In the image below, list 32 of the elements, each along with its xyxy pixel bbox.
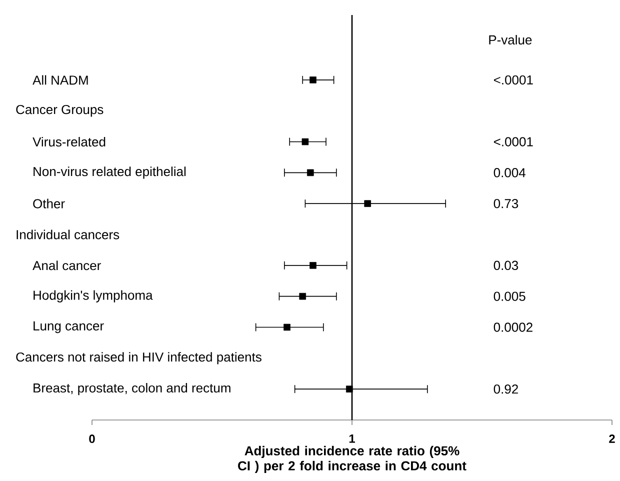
y-tick-label: Non-virus related epithelial: [34, 166, 186, 179]
annotation: 0.73: [494, 198, 518, 208]
y-tick-label: Other: [33, 198, 65, 208]
annotation: 0.005: [494, 292, 526, 301]
y-tick-label: Hodgkin's lymphoma: [34, 290, 153, 302]
point: [364, 200, 372, 207]
point: [302, 138, 309, 146]
y-tick-label: Lung cancer: [34, 321, 104, 334]
y-tick-label: Breast, prostate, colon and rectum: [34, 383, 230, 396]
y-tick-label: Virus-related: [32, 136, 106, 147]
annotation: <.0001: [494, 137, 533, 146]
point: [307, 169, 314, 176]
x-tick-label: 0: [89, 434, 95, 444]
y-tick-label: Cancer Groups: [16, 104, 104, 117]
point: [284, 324, 290, 331]
x-axis-title: Adjusted incidence rate ratio (95% CI ) per 2 fold increase in CD4 count: [238, 446, 466, 474]
annotation: <.0001: [494, 75, 533, 85]
annotation: 0.004: [494, 168, 526, 178]
point: [310, 262, 316, 269]
y-tick-label: Anal cancer: [32, 260, 101, 270]
x-tick-label: 2: [609, 434, 615, 443]
y-tick-label: All NADM: [32, 75, 88, 85]
text: P-value: [489, 34, 532, 44]
annotation: 0.92: [494, 384, 518, 394]
point: [299, 292, 306, 300]
y-tick-label: Individual cancers: [16, 230, 120, 240]
annotation: 0.0002: [494, 322, 532, 332]
point: [346, 386, 353, 392]
annotation: 0.03: [494, 260, 518, 270]
point: [310, 76, 316, 84]
x-tick-label: 1: [349, 434, 356, 443]
y-tick-label: Cancers not raised in HIV infected patients: [16, 352, 262, 364]
